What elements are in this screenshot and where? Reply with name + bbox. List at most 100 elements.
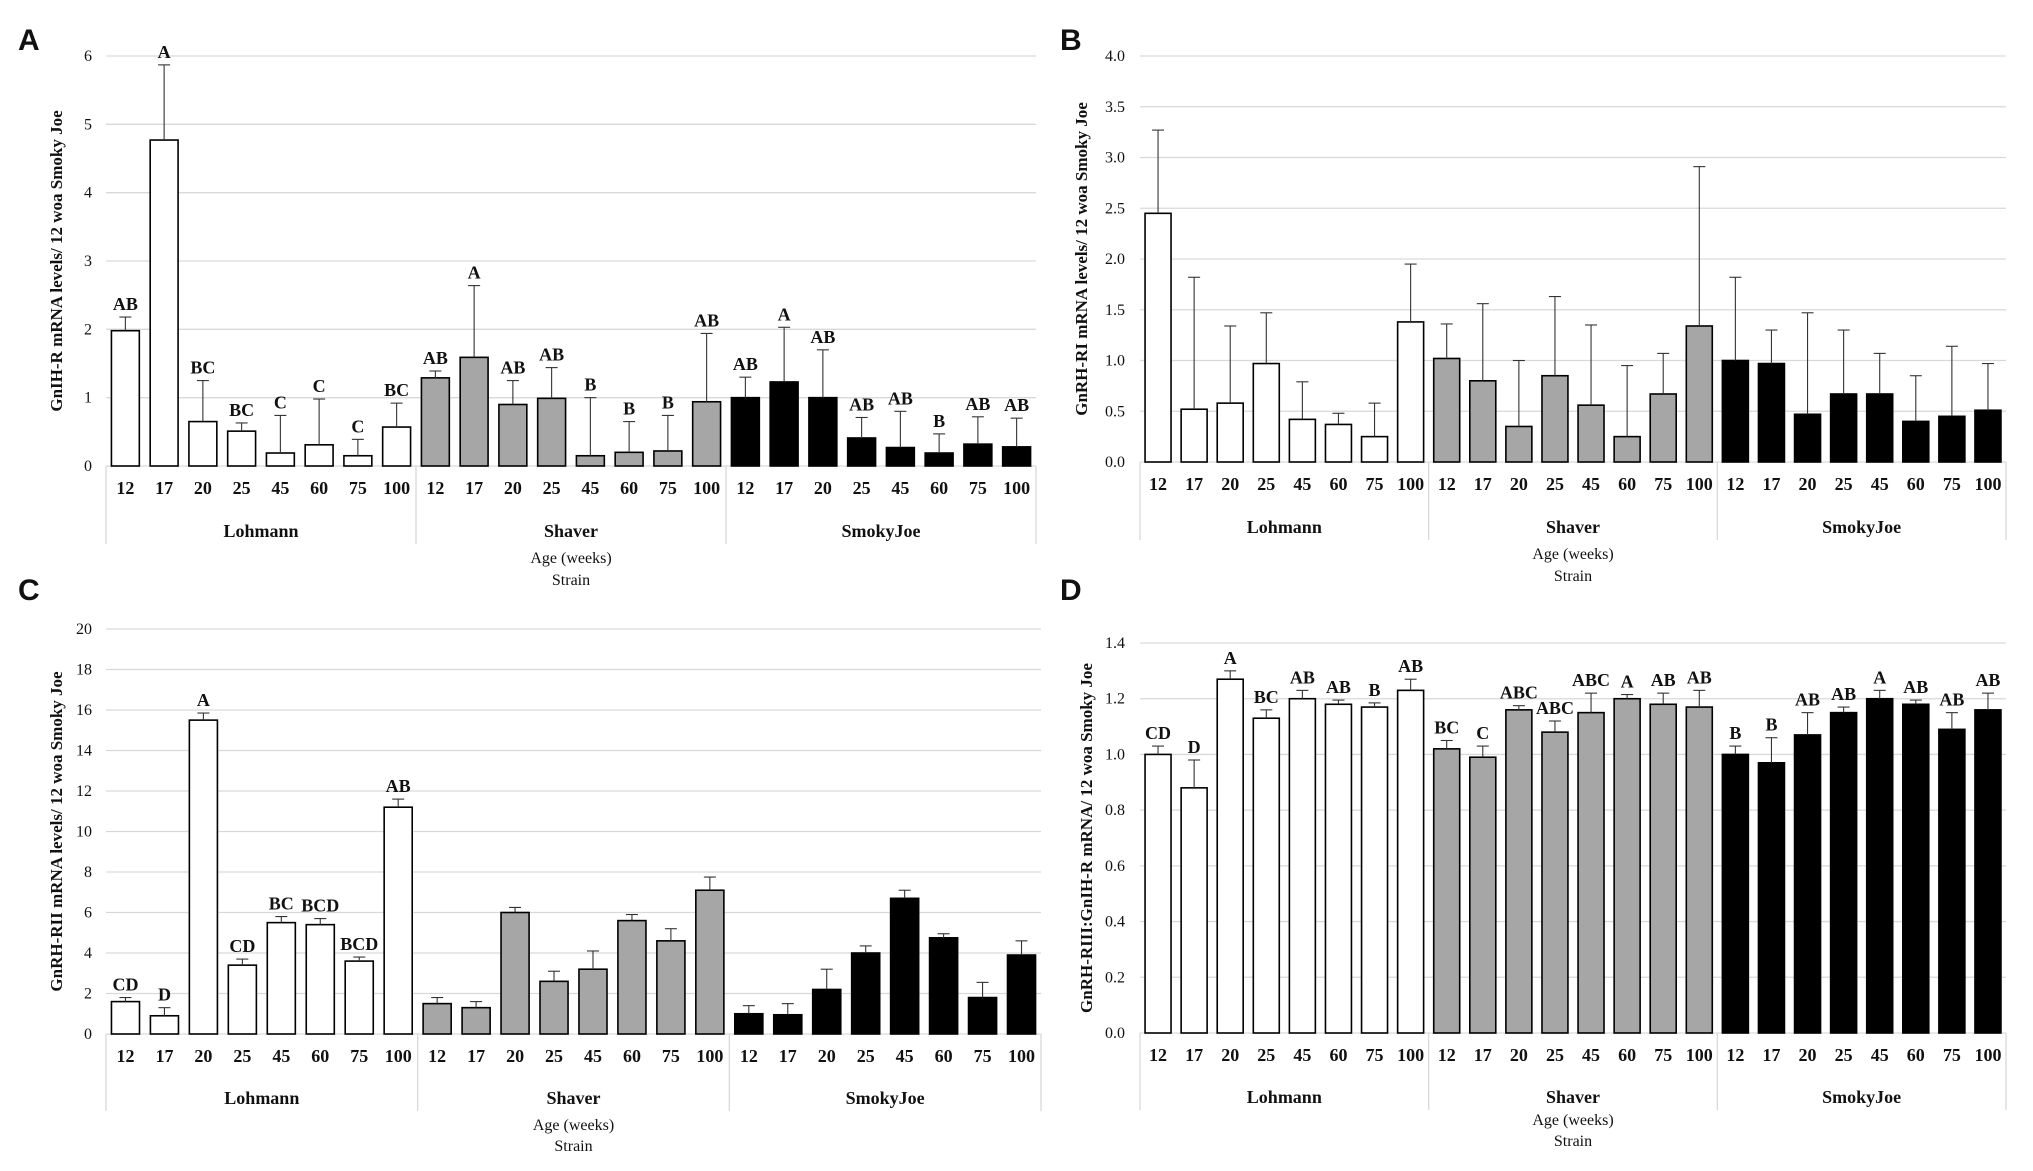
significance-label: AB (965, 394, 990, 414)
significance-label: BCD (340, 934, 378, 954)
x-tick-label: 20 (1221, 474, 1239, 494)
y-tick-label: 0.4 (1105, 914, 1125, 931)
significance-label: A (1224, 648, 1237, 668)
bar (924, 452, 954, 467)
significance-label: D (158, 985, 171, 1005)
y-tick-label: 1.0 (1105, 353, 1125, 370)
bar (498, 403, 528, 467)
significance-label: AB (1975, 670, 2000, 690)
x-tick-label: 75 (350, 1046, 368, 1066)
panel-letter: D (1060, 574, 1082, 607)
bar (653, 450, 683, 467)
y-tick-label: 1.2 (1105, 691, 1125, 708)
significance-label: C (313, 376, 326, 396)
group-label: Lohmann (1247, 1087, 1322, 1107)
bar (227, 964, 258, 1035)
y-tick-label: 0.5 (1105, 403, 1125, 420)
x-tick-label: 75 (1654, 474, 1672, 494)
y-tick-label: 18 (76, 662, 92, 679)
x-tick-label: 12 (1438, 1045, 1456, 1065)
x-tick-label: 25 (1546, 474, 1564, 494)
group-label: Shaver (544, 521, 598, 541)
y-tick-label: 3.5 (1105, 99, 1125, 116)
y-axis-title: GnRH-RIII:GnIH-R mRNA/ 12 woa Smoky Joe (1077, 663, 1096, 1013)
y-tick-label: 6 (84, 905, 92, 922)
x-tick-label: 100 (1974, 1045, 2001, 1065)
bar (1829, 711, 1858, 1034)
bar (459, 356, 489, 467)
x-tick-label: 100 (385, 1046, 412, 1066)
x-tick-label: 60 (620, 478, 638, 498)
y-tick-label: 1.0 (1105, 746, 1125, 763)
x-tick-label: 100 (693, 478, 720, 498)
bar (110, 1000, 141, 1035)
chart-panel-c: C 0 2 4 6 8 10 12 14 16 18 20 GnRH-RII mRNA levels/ … (18, 574, 1042, 1155)
bar (617, 919, 647, 1035)
bar (110, 329, 141, 467)
x-axis-subtitle: Strain (1554, 568, 1592, 585)
significance-label: A (158, 42, 171, 62)
x-tick-label: 12 (428, 1046, 446, 1066)
y-tick-label: 16 (76, 702, 92, 719)
significance-label: AB (1651, 670, 1676, 690)
x-tick-label: 75 (1943, 1045, 1961, 1065)
bar (811, 988, 842, 1035)
significance-label: AB (1326, 677, 1351, 697)
x-tick-label: 60 (1907, 474, 1925, 494)
bar (1865, 697, 1894, 1034)
y-tick-label: 12 (76, 783, 92, 800)
bar (1360, 706, 1389, 1034)
bar (383, 806, 414, 1035)
bar (846, 437, 877, 467)
panel-letter: B (1060, 24, 1082, 57)
bar (769, 381, 799, 467)
x-tick-label: 20 (1221, 1045, 1239, 1065)
significance-label: ABC (1572, 670, 1610, 690)
x-tick-label: 17 (467, 1046, 485, 1066)
bar (850, 952, 881, 1035)
significance-label: AB (694, 310, 719, 330)
bar (1505, 709, 1533, 1034)
bar (578, 968, 608, 1035)
y-tick-label: 6 (84, 48, 92, 65)
y-tick-label: 4 (84, 185, 92, 202)
significance-label: BC (269, 894, 294, 914)
significance-label: CD (229, 936, 255, 956)
bar (691, 400, 722, 467)
x-tick-label: 17 (465, 478, 483, 498)
group-label: Shaver (1546, 517, 1600, 537)
x-tick-label: 25 (233, 1046, 251, 1066)
x-tick-label: 25 (1257, 1045, 1275, 1065)
x-tick-label: 17 (155, 478, 173, 498)
y-tick-label: 2.0 (1105, 251, 1125, 268)
significance-label: AB (1398, 656, 1423, 676)
x-tick-label: 25 (1546, 1045, 1564, 1065)
x-tick-label: 45 (584, 1046, 602, 1066)
x-tick-label: 20 (1799, 1045, 1817, 1065)
x-tick-label: 12 (426, 478, 444, 498)
significance-label: B (1765, 715, 1777, 735)
bar (1793, 413, 1822, 463)
x-axis-subtitle: Strain (552, 572, 590, 589)
x-tick-label: 12 (1726, 1045, 1744, 1065)
y-tick-label: 1.5 (1105, 302, 1125, 319)
significance-label: CD (1145, 723, 1171, 743)
x-tick-label: 100 (1397, 474, 1424, 494)
x-tick-label: 60 (930, 478, 948, 498)
bar (1938, 728, 1966, 1034)
bar (967, 996, 998, 1035)
y-tick-label: 0 (84, 458, 92, 475)
x-axis-title: Age (weeks) (1532, 1112, 1613, 1129)
x-tick-label: 45 (272, 1046, 290, 1066)
x-tick-label: 17 (1474, 1045, 1492, 1065)
x-tick-label: 17 (1185, 474, 1203, 494)
y-tick-label: 5 (84, 116, 92, 133)
bar (614, 451, 644, 467)
bar (149, 139, 179, 467)
bar (1432, 357, 1461, 463)
bar (1216, 678, 1244, 1034)
y-tick-label: 0.0 (1105, 1025, 1125, 1042)
bar (575, 454, 606, 467)
